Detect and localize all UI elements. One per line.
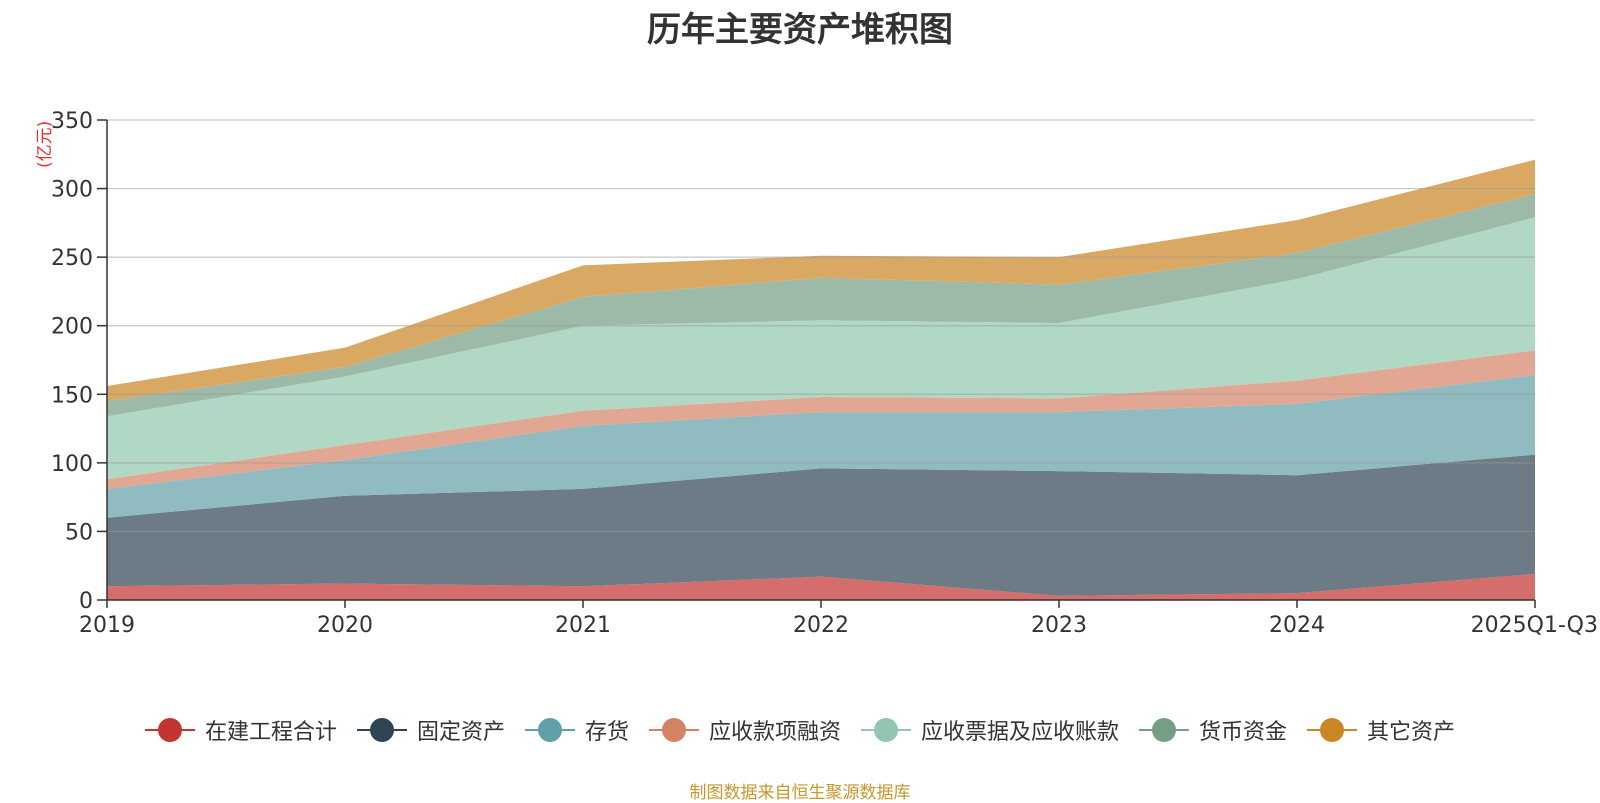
x-tick-label-2: 2021 <box>555 613 611 638</box>
y-unit-label: (亿元) <box>35 121 55 168</box>
x-tick-label-1: 2020 <box>317 613 373 638</box>
legend-label-5: 货币资金 <box>1199 720 1288 745</box>
legend-item-0[interactable]: 在建工程合计 <box>144 714 337 746</box>
legend-marker-6 <box>1307 717 1358 743</box>
y-tick-label-7: 350 <box>51 109 93 134</box>
area-series-6 <box>107 159 1535 402</box>
legend-marker-2 <box>524 717 575 743</box>
area-series-2 <box>107 375 1535 518</box>
x-tick-label-5: 2024 <box>1269 613 1325 638</box>
legend-marker-5 <box>1139 717 1190 743</box>
legend-item-6[interactable]: 其它资产 <box>1307 714 1455 746</box>
legend-label-1: 固定资产 <box>416 720 505 745</box>
legend-label-6: 其它资产 <box>1367 720 1456 745</box>
y-tick-label-6: 300 <box>51 178 93 203</box>
legend-label-0: 在建工程合计 <box>204 720 337 745</box>
legend-item-2[interactable]: 存货 <box>524 714 629 746</box>
legend-marker-4 <box>861 717 911 743</box>
legend-marker-0 <box>144 717 195 743</box>
legend-label-4: 应收票据及应收账款 <box>921 720 1120 745</box>
y-tick-label-3: 150 <box>51 383 93 408</box>
legend-label-3: 应收款项融资 <box>708 720 841 745</box>
y-tick-label-1: 50 <box>65 520 93 545</box>
legend-marker-3 <box>648 717 699 743</box>
x-tick-label-3: 2022 <box>793 613 849 638</box>
source-note: 制图数据来自恒生聚源数据库 <box>689 783 911 803</box>
x-tick-label-0: 2019 <box>79 613 135 638</box>
area-series-4 <box>107 217 1535 480</box>
legend-item-5[interactable]: 货币资金 <box>1139 714 1287 746</box>
legend-label-2: 存货 <box>584 720 629 745</box>
y-tick-label-0: 0 <box>79 589 93 614</box>
chart-title: 历年主要资产堆积图 <box>647 10 953 50</box>
y-tick-label-5: 250 <box>51 246 93 271</box>
legend-item-3[interactable]: 应收款项融资 <box>648 714 841 746</box>
y-tick-label-2: 100 <box>51 452 93 477</box>
legend-item-4[interactable]: 应收票据及应收账款 <box>861 714 1119 746</box>
x-tick-label-4: 2023 <box>1031 613 1087 638</box>
y-tick-label-4: 200 <box>51 315 93 340</box>
x-tick-label-6: 2025Q1-Q3 <box>1471 613 1598 638</box>
area-series-1 <box>107 454 1535 596</box>
area-series-5 <box>107 194 1535 417</box>
area-series-0 <box>107 573 1535 600</box>
legend-item-1[interactable]: 固定资产 <box>356 714 505 746</box>
legend-marker-1 <box>356 717 407 743</box>
legend: 在建工程合计 固定资产 存货 应收款项融资 应收票据及应收账款 货币资金 其它资产 <box>0 714 1600 746</box>
